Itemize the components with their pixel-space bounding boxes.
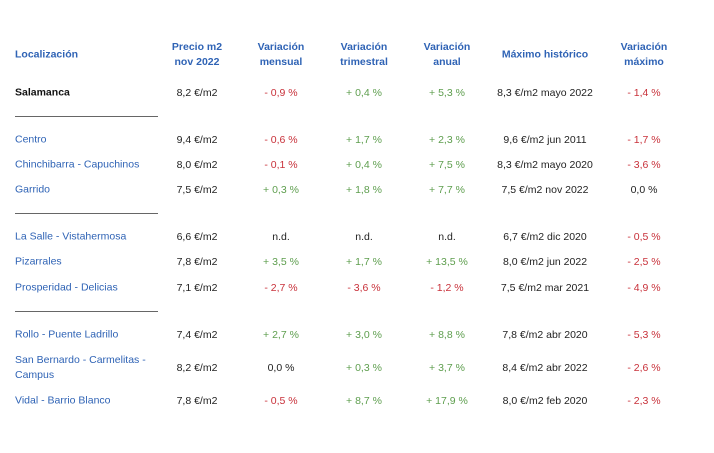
location-name: Salamanca xyxy=(15,86,70,99)
cell-max-var: - 3,6 % xyxy=(627,159,661,171)
cell-annual: + 7,5 % xyxy=(429,159,465,171)
cell-quarterly: + 0,3 % xyxy=(346,362,382,374)
location-name: Prosperidad - Delicias xyxy=(15,281,118,294)
cell-quarterly: + 0,4 % xyxy=(346,87,382,99)
cell-monthly: - 0,9 % xyxy=(264,87,298,99)
cell-quarterly: + 1,7 % xyxy=(346,256,382,268)
cell-quarterly: + 3,0 % xyxy=(346,329,382,341)
header-annual: Variación anual xyxy=(423,41,471,68)
cell-quarterly: n.d. xyxy=(355,231,373,243)
header-quarterly: Variación trimestral xyxy=(340,41,388,68)
location-name: Chinchibarra - Capuchinos xyxy=(15,158,140,171)
cell-annual: + 3,7 % xyxy=(429,362,465,374)
cell-price: 7,8 €/m2 xyxy=(176,256,218,268)
cell-max: 8,4 €/m2 abr 2022 xyxy=(502,362,588,374)
cell-max: 7,5 €/m2 nov 2022 xyxy=(501,184,589,196)
header-max-variation: Variación máximo xyxy=(620,41,668,68)
group-separator xyxy=(15,213,158,214)
cell-max: 7,8 €/m2 abr 2020 xyxy=(502,329,588,341)
cell-quarterly: + 0,4 % xyxy=(346,159,382,171)
header-location: Localización xyxy=(15,48,79,61)
cell-quarterly: + 1,8 % xyxy=(346,184,382,196)
header-monthly: Variación mensual xyxy=(257,41,305,68)
cell-max: 7,5 €/m2 mar 2021 xyxy=(500,282,590,294)
header-price: Precio m2 nov 2022 xyxy=(171,41,223,68)
cell-quarterly: - 3,6 % xyxy=(347,282,381,294)
cell-max: 6,7 €/m2 dic 2020 xyxy=(503,231,587,243)
cell-max-var: - 5,3 % xyxy=(627,329,661,341)
cell-monthly: - 2,7 % xyxy=(264,282,298,294)
location-name: Vidal - Barrio Blanco xyxy=(15,394,111,407)
cell-price: 7,8 €/m2 xyxy=(176,395,218,407)
cell-annual: + 7,7 % xyxy=(429,184,465,196)
cell-monthly: 0,0 % xyxy=(267,362,295,374)
cell-quarterly: + 1,7 % xyxy=(346,134,382,146)
cell-monthly: + 3,5 % xyxy=(263,256,299,268)
cell-price: 8,0 €/m2 xyxy=(176,159,218,171)
cell-annual: + 2,3 % xyxy=(429,134,465,146)
cell-annual: + 17,9 % xyxy=(426,395,468,407)
cell-monthly: + 2,7 % xyxy=(263,329,299,341)
cell-max-var: - 1,7 % xyxy=(627,134,661,146)
cell-max-var: - 2,3 % xyxy=(627,395,661,407)
cell-max: 8,3 €/m2 mayo 2020 xyxy=(497,159,593,171)
cell-max: 8,0 €/m2 feb 2020 xyxy=(502,395,588,407)
cell-annual: + 13,5 % xyxy=(426,256,468,268)
cell-monthly: - 0,6 % xyxy=(264,134,298,146)
location-name: Pizarrales xyxy=(15,255,62,268)
cell-annual: + 8,8 % xyxy=(429,329,465,341)
location-name: Centro xyxy=(15,133,47,146)
cell-price: 6,6 €/m2 xyxy=(176,231,218,243)
cell-annual: - 1,2 % xyxy=(430,282,464,294)
cell-max-var: - 0,5 % xyxy=(627,231,661,243)
cell-monthly: n.d. xyxy=(272,231,290,243)
group-separator xyxy=(15,116,158,117)
location-name: San Bernardo - Carmelitas - Campus xyxy=(15,354,146,381)
cell-price: 8,2 €/m2 xyxy=(176,87,218,99)
cell-monthly: + 0,3 % xyxy=(263,184,299,196)
cell-monthly: - 0,5 % xyxy=(264,395,298,407)
cell-max-var: - 2,5 % xyxy=(627,256,661,268)
cell-max: 9,6 €/m2 jun 2011 xyxy=(503,134,587,146)
location-name: La Salle - Vistahermosa xyxy=(15,230,127,243)
location-name: Rollo - Puente Ladrillo xyxy=(15,328,119,341)
cell-price: 7,5 €/m2 xyxy=(176,184,218,196)
cell-max-var: 0,0 % xyxy=(630,184,658,196)
cell-annual: + 5,3 % xyxy=(429,87,465,99)
cell-max: 8,3 €/m2 mayo 2022 xyxy=(497,87,593,99)
cell-quarterly: + 8,7 % xyxy=(346,395,382,407)
group-separator xyxy=(15,311,158,312)
cell-price: 9,4 €/m2 xyxy=(176,134,218,146)
header-max: Máximo histórico xyxy=(501,48,589,61)
cell-annual: n.d. xyxy=(438,231,456,243)
cell-price: 7,4 €/m2 xyxy=(176,329,218,341)
cell-max-var: - 1,4 % xyxy=(627,87,661,99)
cell-max-var: - 4,9 % xyxy=(627,282,661,294)
cell-monthly: - 0,1 % xyxy=(264,159,298,171)
cell-max: 8,0 €/m2 jun 2022 xyxy=(502,256,588,268)
cell-price: 7,1 €/m2 xyxy=(176,282,218,294)
location-name: Garrido xyxy=(15,183,51,196)
cell-max-var: - 2,6 % xyxy=(627,362,661,374)
cell-price: 8,2 €/m2 xyxy=(176,362,218,374)
